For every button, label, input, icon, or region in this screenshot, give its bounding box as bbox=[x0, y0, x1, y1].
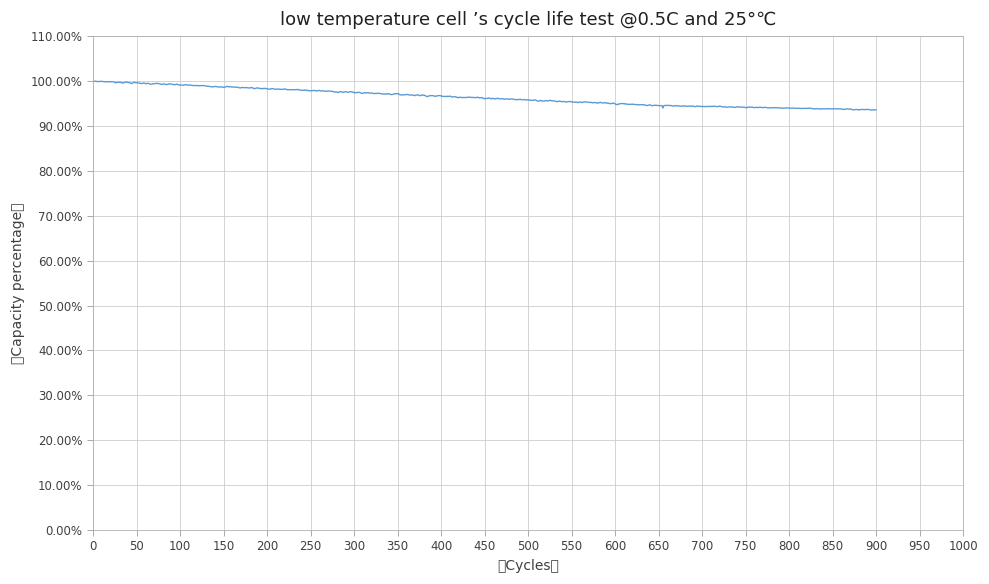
Title: low temperature cell ’s cycle life test @0.5C and 25°℃: low temperature cell ’s cycle life test … bbox=[280, 11, 776, 29]
X-axis label: （Cycles）: （Cycles） bbox=[497, 559, 559, 573]
Y-axis label: （Capacity percentage）: （Capacity percentage） bbox=[11, 202, 25, 364]
